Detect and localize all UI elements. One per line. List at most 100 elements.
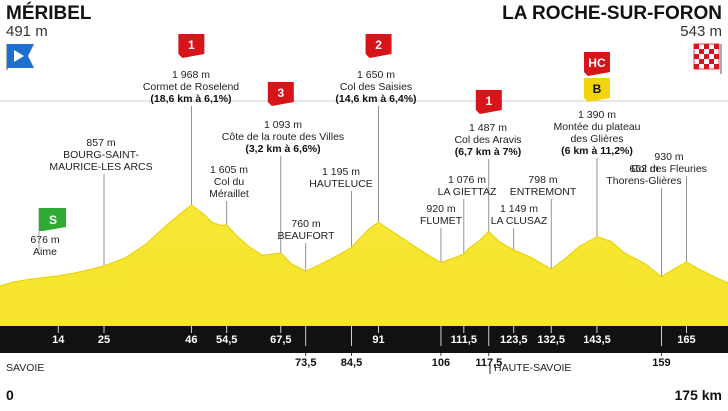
finish-city: LA ROCHE-SUR-FORON (502, 3, 722, 24)
climb-category-badge: 2 (365, 34, 392, 58)
point-label-line: (18,6 km à 6,1%) (150, 93, 231, 105)
km-label: 84,5 (341, 357, 362, 369)
start-city: MÉRIBEL (6, 2, 92, 24)
region-savoie: SAVOIE (6, 362, 44, 374)
point-label-line: LA CLUSAZ (491, 215, 548, 227)
point-label-line: 1 390 m (578, 109, 616, 121)
profile-area (0, 205, 728, 326)
climb-badges: 1 3 2 1 HC B (178, 34, 610, 114)
point-label-line: BOURG-SAINT- (63, 149, 139, 161)
km-label: 25 (98, 334, 110, 346)
axis-start: 0 (6, 387, 14, 403)
km-label: 132,5 (537, 334, 565, 346)
finish-flag-icon (693, 43, 722, 74)
point-label-line: 1 195 m (322, 166, 360, 178)
point-label-line: 920 m (426, 203, 455, 215)
point-label-line: 1 149 m (500, 203, 538, 215)
point-label-line: (6 km à 11,2%) (561, 145, 633, 157)
point-label-line: 1 487 m (469, 122, 507, 134)
point-label-line: (3,2 km à 6,6%) (245, 143, 320, 155)
point-label-line: (14,6 km à 6,4%) (335, 93, 416, 105)
point-label-line: Côte de la route des Villes (222, 131, 344, 143)
point-label-line: BEAUFORT (278, 230, 336, 242)
profile-outline (0, 204, 728, 287)
km-label: 117,5 (475, 357, 502, 369)
point-label: 1 076 mLA GIETTAZ (438, 174, 497, 198)
point-label-line: 857 m (86, 137, 115, 149)
km-label: 143,5 (583, 334, 611, 346)
point-label-line: FLUMET (420, 215, 463, 227)
km-label: 67,5 (270, 334, 291, 346)
start-altitude: 491 m (6, 23, 48, 40)
point-label-line: 760 m (291, 218, 320, 230)
point-label-line: 798 m (528, 174, 557, 186)
point-label-line: 1 605 m (210, 164, 248, 176)
climb-category-badge: 1 (475, 90, 502, 114)
region-haute-savoie: HAUTE-SAVOIE (494, 362, 571, 374)
axis-end: 175 km (675, 387, 722, 403)
climb-category-label: 3 (277, 86, 284, 100)
km-label: 73,5 (295, 357, 316, 369)
km-label: 14 (52, 334, 65, 346)
guide-lines (103, 106, 687, 277)
profile-hatching (0, 249, 728, 326)
point-label-line: 930 m (654, 151, 683, 163)
climb-category-label: 1 (188, 38, 195, 52)
point-label-line: (6,7 km à 7%) (455, 146, 522, 158)
sprint-label: S (49, 213, 57, 227)
point-label-line: Col des Aravis (454, 134, 521, 146)
point-label-line: 1 650 m (357, 69, 395, 81)
point-label-line: 1 968 m (172, 69, 210, 81)
climb-category-label: HC (588, 56, 606, 70)
km-label: 46 (185, 334, 197, 346)
km-label: 123,5 (500, 334, 528, 346)
point-label-line: Col du (214, 176, 245, 188)
point-label-line: HAUTELUCE (309, 178, 373, 190)
climb-category-label: 1 (485, 94, 492, 108)
point-label-line: des Glières (570, 133, 623, 145)
km-strip (0, 326, 728, 353)
sprint-badge: S (38, 208, 66, 250)
climb-category-badge: HC (583, 52, 610, 76)
km-label: 54,5 (216, 334, 237, 346)
km-label: 159 (652, 357, 670, 369)
point-label-line: Thorens-Glières (606, 175, 681, 187)
finish-altitude: 543 m (680, 23, 722, 40)
point-label-line: Col des Fleuries (631, 163, 707, 175)
point-label-line: Aime (33, 246, 57, 258)
point-label: 1 149 mLA CLUSAZ (491, 203, 548, 227)
point-label-line: 662 m (629, 163, 658, 175)
bonus-badge: B (583, 78, 610, 102)
point-label-line: Col des Saisies (340, 81, 412, 93)
point-label-line: Méraillet (209, 188, 249, 200)
climb-category-badge: 1 (178, 34, 205, 58)
point-label-line: 1 093 m (264, 119, 302, 131)
km-label: 165 (677, 334, 695, 346)
point-label-line: ENTREMONT (510, 186, 577, 198)
climb-category-badge: 3 (267, 82, 294, 106)
climb-category-label: 2 (375, 38, 382, 52)
point-label-line: Cormet de Roselend (143, 81, 239, 93)
point-label-line: 1 076 m (448, 174, 486, 186)
start-flag-icon (6, 44, 34, 70)
km-label: 106 (432, 357, 450, 369)
point-label-line: MAURICE-LES ARCS (49, 161, 152, 173)
point-label-line: Montée du plateau (554, 121, 641, 133)
point-label-line: 676 m (30, 234, 59, 246)
